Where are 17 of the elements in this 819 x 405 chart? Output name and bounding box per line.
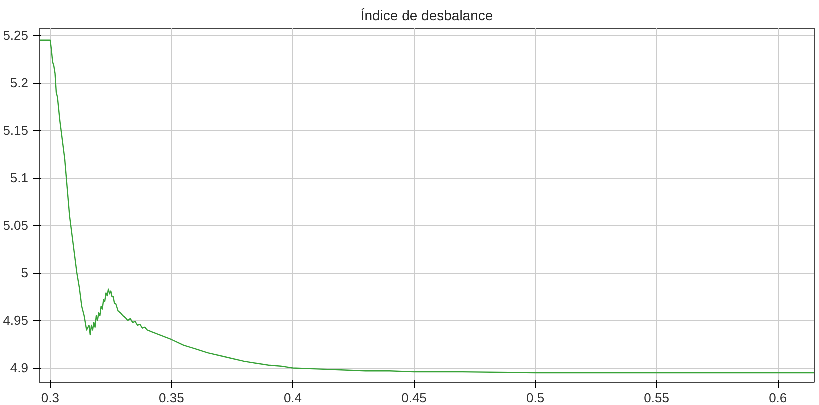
x-tick-label: 0.4 xyxy=(284,390,302,405)
y-tick-label: 5.05 xyxy=(3,218,29,234)
line-series xyxy=(40,40,814,374)
x-tick-label: 0.3 xyxy=(41,390,60,405)
y-tick-label: 5.2 xyxy=(10,76,29,91)
y-tick-label: 5.15 xyxy=(3,123,29,138)
y-tick-label: 4.95 xyxy=(3,313,29,328)
x-tick-label: 0.55 xyxy=(644,390,670,405)
x-tick-label: 0.6 xyxy=(769,390,788,405)
y-tick-label: 5 xyxy=(21,266,29,281)
y-tick-label: 4.9 xyxy=(10,360,29,376)
chart-title: Índice de desbalance xyxy=(360,8,494,24)
x-tick-label: 0.35 xyxy=(159,390,184,405)
y-tick-label: 5.25 xyxy=(3,28,29,44)
x-tick-label: 0.5 xyxy=(526,390,545,405)
y-tick-label: 5.1 xyxy=(10,170,29,186)
x-tick-label: 0.45 xyxy=(402,390,427,405)
